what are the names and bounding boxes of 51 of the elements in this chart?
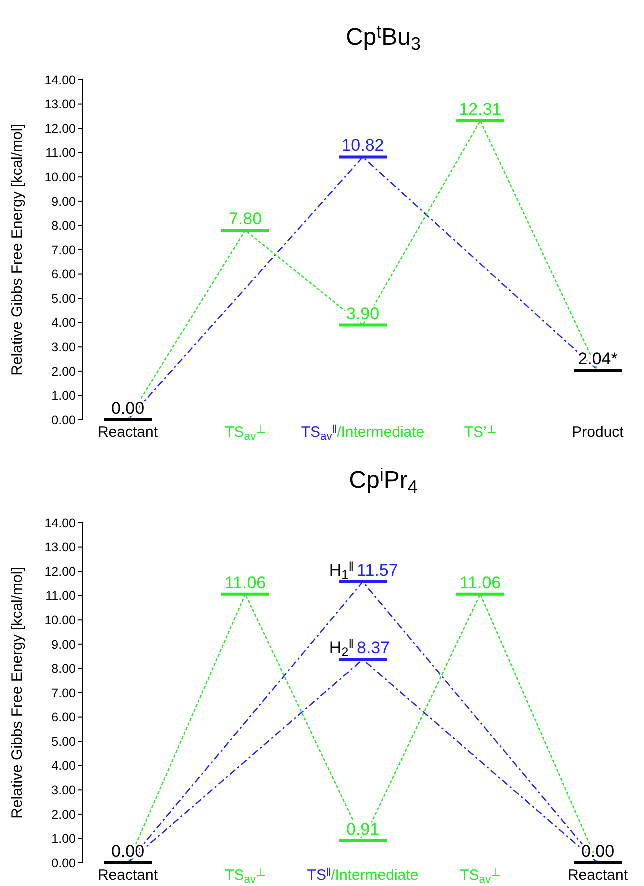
x-tick-label: Reactant bbox=[98, 424, 159, 441]
y-tick-label: 2.00 bbox=[52, 808, 76, 822]
y-tick-label: 8.00 bbox=[52, 219, 76, 234]
y-tick-label: 5.00 bbox=[52, 292, 76, 306]
y-tick-label: 8.00 bbox=[52, 662, 76, 676]
x-tick-label: TS$_{av}$$^{‖}$/Intermediate bbox=[301, 424, 425, 443]
data-label: 11.06 bbox=[224, 573, 266, 592]
x-tick-label: Reactant bbox=[568, 867, 629, 884]
y-tick-label: 12.00 bbox=[44, 122, 76, 136]
data-label: 3.90 bbox=[346, 304, 380, 324]
y-axis-title: Relative Gibbs Free Energy [kcal/mol] bbox=[9, 567, 26, 819]
data-label: 11.06 bbox=[460, 573, 502, 592]
chart-title: Cp$^{t}$Bu$_{3}$ bbox=[346, 22, 422, 54]
y-tick-label: 3.00 bbox=[52, 340, 76, 355]
data-label: 12.31 bbox=[459, 100, 502, 120]
y-tick-label: 14.00 bbox=[44, 516, 76, 530]
y-tick-label: 4.00 bbox=[52, 759, 76, 774]
y-tick-label: 11.00 bbox=[46, 589, 76, 604]
y-tick-label: 9.00 bbox=[52, 638, 76, 652]
y-tick-label: 14.00 bbox=[44, 73, 76, 88]
y-axis-title: Relative Gibbs Free Energy [kcal/mol] bbox=[9, 124, 26, 376]
data-label: 2.04* bbox=[578, 349, 618, 368]
y-tick-label: 0.00 bbox=[52, 856, 76, 870]
y-tick-label: 7.00 bbox=[52, 243, 76, 258]
y-tick-label: 10.00 bbox=[44, 614, 76, 628]
y-tick-label: 0.00 bbox=[52, 413, 76, 428]
y-tick-label: 10.00 bbox=[44, 170, 76, 185]
x-tick-label: Product bbox=[572, 424, 625, 441]
y-tick-label: 6.00 bbox=[52, 268, 76, 282]
chart-title: Cp$^{i}$Pr$_{4}$ bbox=[349, 464, 418, 496]
x-tick-label: Reactant bbox=[98, 867, 159, 884]
y-tick-label: 9.00 bbox=[52, 194, 76, 209]
data-label: 0.91 bbox=[346, 820, 380, 839]
y-tick-label: 1.00 bbox=[52, 832, 76, 846]
y-tick-label: 2.00 bbox=[52, 364, 76, 379]
data-label: 11.57 bbox=[357, 561, 398, 580]
y-tick-label: 3.00 bbox=[52, 784, 76, 798]
y-tick-label: 13.00 bbox=[44, 98, 76, 112]
y-tick-label: 12.00 bbox=[44, 564, 76, 579]
data-label: 8.37 bbox=[357, 638, 390, 658]
y-tick-label: 6.00 bbox=[52, 710, 76, 725]
y-tick-label: 13.00 bbox=[44, 540, 76, 555]
x-tick-label: TS$^{‖}$/Intermediate bbox=[307, 866, 419, 884]
y-tick-label: 1.00 bbox=[52, 389, 76, 404]
y-tick-label: 7.00 bbox=[52, 686, 76, 700]
x-tick-label: TS’$^{⊥}$ bbox=[464, 424, 497, 441]
y-tick-label: 4.00 bbox=[52, 316, 76, 330]
y-tick-label: 11.00 bbox=[46, 146, 76, 160]
y-tick-label: 5.00 bbox=[52, 734, 76, 749]
data-label: 10.82 bbox=[342, 136, 384, 156]
data-label: 7.80 bbox=[228, 210, 262, 229]
